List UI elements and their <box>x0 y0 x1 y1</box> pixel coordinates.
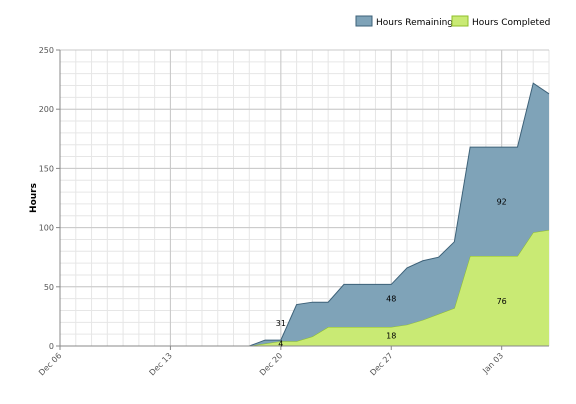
data-label: 92 <box>497 198 507 207</box>
x-tick-label: Dec 06 <box>37 351 63 377</box>
y-axis-title: Hours <box>29 183 39 213</box>
legend-label-hours-completed: Hours Completed <box>472 18 550 28</box>
legend-swatch-hours-completed <box>451 15 469 27</box>
data-label: 48 <box>386 295 396 304</box>
x-tick-label: Dec 20 <box>258 351 284 377</box>
y-tick-label: 200 <box>39 105 54 114</box>
data-labels: 4 31 18 48 76 92 <box>276 198 507 349</box>
data-areas <box>60 82 550 347</box>
axes <box>59 50 549 347</box>
y-tick-label: 0 <box>49 342 54 351</box>
y-tick-label: 150 <box>39 164 54 173</box>
x-tick-label: Jan 03 <box>480 351 505 376</box>
data-label: 18 <box>386 331 396 340</box>
y-tick-label: 100 <box>39 224 54 233</box>
legend: Hours Remaining Hours Completed <box>355 15 550 28</box>
data-label: 31 <box>276 319 286 328</box>
y-tick-label: 50 <box>44 283 54 292</box>
x-axis-ticks: Dec 06 Dec 13 Dec 20 Dec 27 Jan 03 <box>37 346 505 377</box>
area-hours-completed <box>60 229 549 346</box>
y-tick-label: 250 <box>39 46 54 55</box>
legend-swatch-hours-remaining <box>355 15 373 27</box>
area-hours-remaining <box>60 83 549 347</box>
data-label: 4 <box>278 340 283 349</box>
data-label: 76 <box>497 297 507 306</box>
x-tick-label: Dec 13 <box>148 351 174 377</box>
y-axis-ticks: 0 50 100 150 200 250 <box>39 46 60 351</box>
legend-label-hours-remaining: Hours Remaining <box>376 18 453 28</box>
x-tick-label: Dec 27 <box>368 351 394 377</box>
